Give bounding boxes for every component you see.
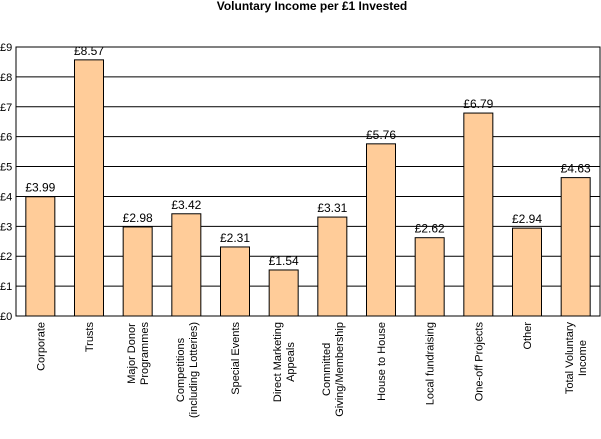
y-tick-label: £8 [0, 72, 12, 84]
x-tick-label: Other [522, 322, 534, 350]
bar [512, 227, 542, 317]
x-tick-label: Income [577, 340, 589, 376]
data-label: £3.31 [317, 201, 347, 215]
bars [25, 59, 591, 317]
y-tick-label: £2 [0, 251, 12, 263]
data-label: £2.31 [220, 231, 250, 245]
bar [366, 143, 396, 317]
gridlines [16, 76, 600, 287]
data-label: £6.79 [463, 97, 493, 111]
y-tick-label: £9 [0, 42, 12, 54]
data-labels: £3.99 £8.57 £2.98 £3.42 £2.31 £1.54 £3.31 £5.76… [25, 44, 591, 268]
x-tick-label: Trusts [84, 322, 96, 353]
bar [171, 213, 202, 317]
y-tick-label: £4 [0, 191, 12, 203]
plot-area-frame [15, 46, 601, 317]
y-tick-label: £5 [0, 162, 12, 174]
x-tick-label: (including Lotteries) [188, 322, 200, 418]
x-tick-label: House to House [376, 322, 388, 401]
data-label: £4.63 [561, 162, 591, 176]
bar [414, 237, 445, 317]
bar [268, 269, 299, 317]
bar [25, 196, 56, 317]
x-axis-ticks: Corporate Trusts Major Donor Programmes Comp… [35, 322, 589, 418]
bar [560, 177, 591, 317]
data-label: £5.76 [366, 128, 396, 142]
y-axis-ticks: £0 £1 £2 £3 £4 £5 £6 £7 £8 £9 [0, 42, 12, 323]
x-tick-label: Appeals [285, 342, 297, 382]
y-tick-label: £1 [0, 281, 12, 293]
x-tick-label: Special Events [230, 322, 242, 395]
bar [317, 216, 348, 317]
y-tick-label: £3 [0, 221, 12, 233]
data-label: £1.54 [269, 254, 299, 268]
x-tick-label: Major Donor [126, 323, 138, 384]
x-tick-label: Programmes [139, 322, 151, 385]
bar [220, 246, 250, 317]
data-label: £2.94 [512, 212, 542, 226]
data-label: £2.62 [415, 222, 445, 236]
data-label: £3.99 [25, 181, 55, 195]
x-tick-label: Direct Marketing [272, 322, 284, 402]
x-tick-label: One-off Projects [473, 322, 485, 402]
data-label: £3.42 [171, 198, 201, 212]
bar [74, 59, 104, 317]
bar [463, 112, 494, 317]
bar [122, 226, 153, 317]
data-label: £2.98 [123, 211, 153, 225]
chart-title: Voluntary Income per £1 Invested [217, 0, 408, 13]
y-tick-label: £7 [0, 102, 12, 114]
x-tick-label: Local fundraising [425, 322, 437, 405]
y-tick-label: £6 [0, 132, 12, 144]
data-label: £8.57 [74, 44, 104, 58]
x-tick-label: Total Voluntary [564, 322, 576, 395]
y-tick-label: £0 [0, 311, 12, 323]
x-tick-label: Committed [321, 343, 333, 396]
x-tick-label: Giving/Membership [334, 322, 346, 417]
x-tick-label: Corporate [35, 322, 47, 371]
x-tick-label: Competitions [175, 337, 187, 402]
